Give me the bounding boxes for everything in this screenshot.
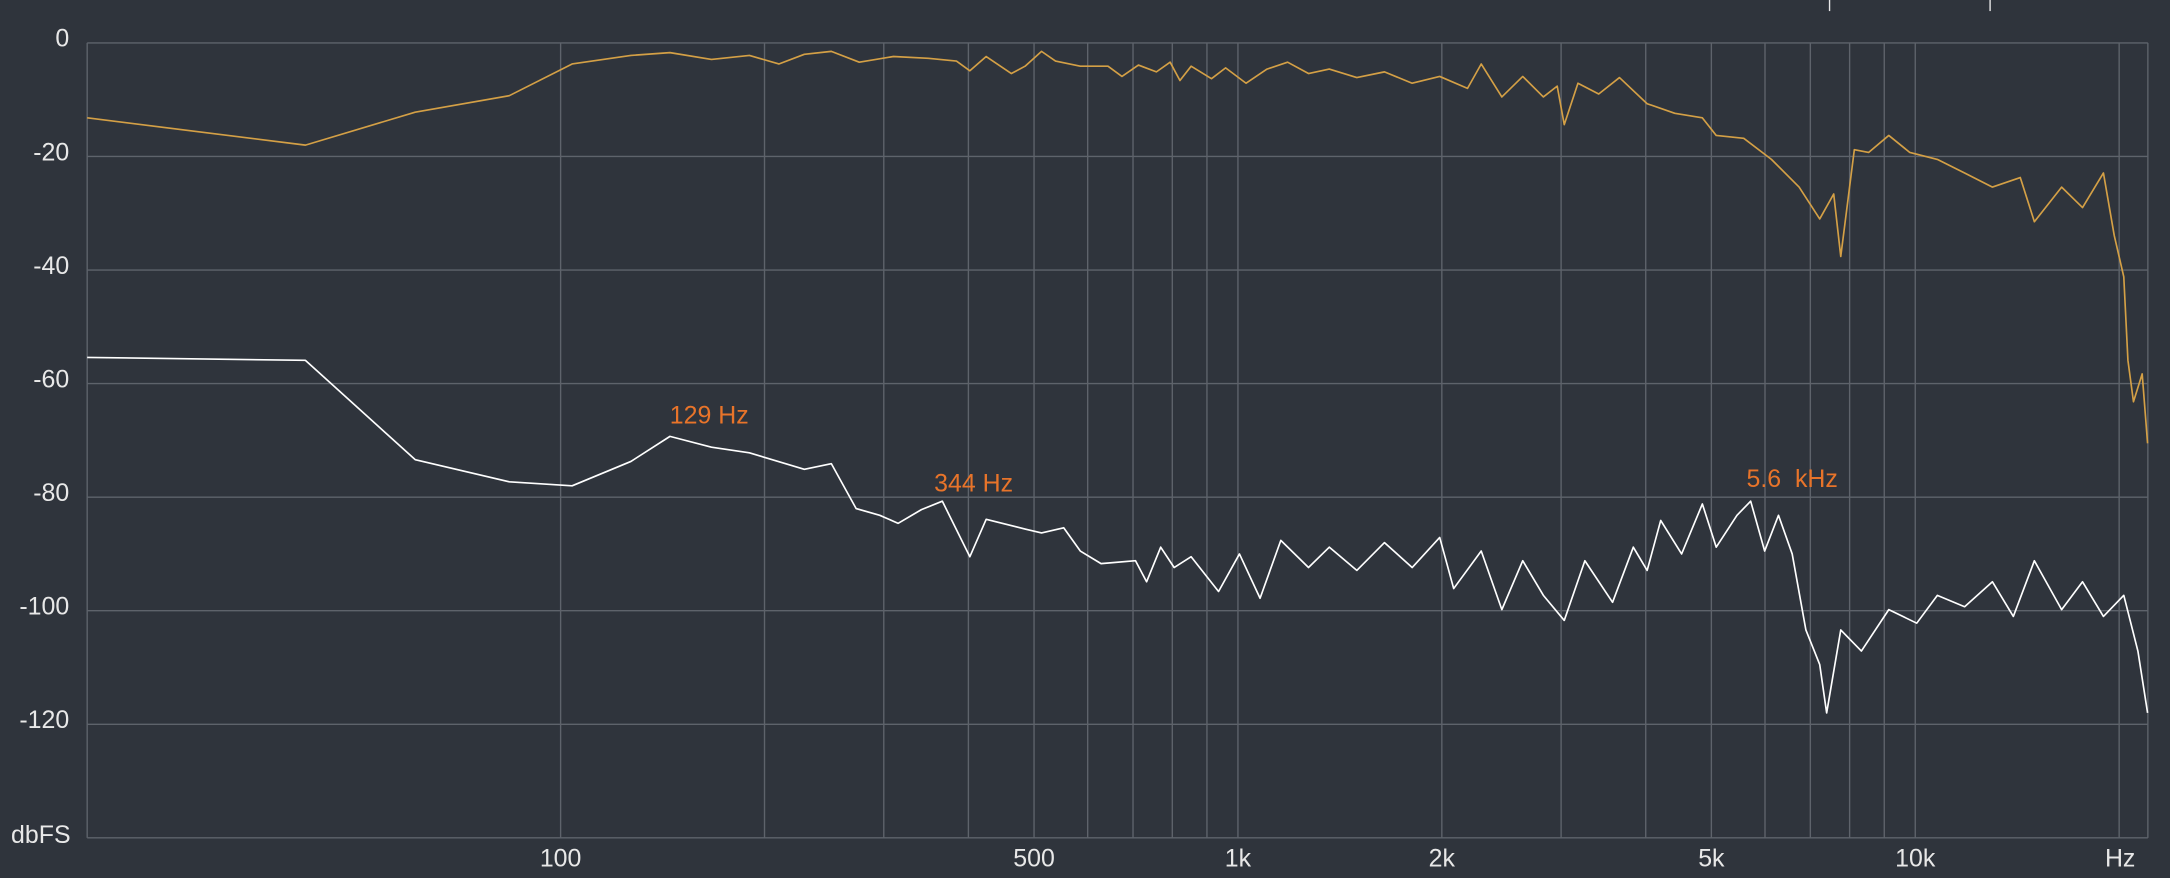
x-tick-label: 100 — [540, 845, 582, 873]
peak-annotation: 129 Hz — [670, 401, 749, 429]
x-tick-label: 1k — [1225, 845, 1252, 873]
y-axis-label: dbFS — [11, 821, 71, 849]
x-tick-label: 500 — [1013, 845, 1055, 873]
peak-annotation: 344 Hz — [934, 469, 1013, 497]
peak-annotation: 5.6 kHz — [1747, 465, 1838, 493]
series-line — [87, 50, 2149, 444]
y-tick-label: -120 — [19, 706, 69, 734]
y-tick-label: -100 — [19, 593, 69, 621]
x-tick-label: 5k — [1698, 845, 1725, 873]
x-tick-label: 2k — [1429, 845, 1456, 873]
y-tick-label: 0 — [55, 25, 69, 53]
y-tick-label: -80 — [33, 479, 69, 507]
x-axis-label: Hz — [2105, 845, 2135, 873]
series-line — [87, 356, 2149, 714]
y-tick-label: -60 — [33, 365, 69, 393]
y-tick-label: -40 — [33, 252, 69, 280]
x-tick-label: 10k — [1895, 845, 1936, 873]
y-tick-label: -20 — [33, 138, 69, 166]
